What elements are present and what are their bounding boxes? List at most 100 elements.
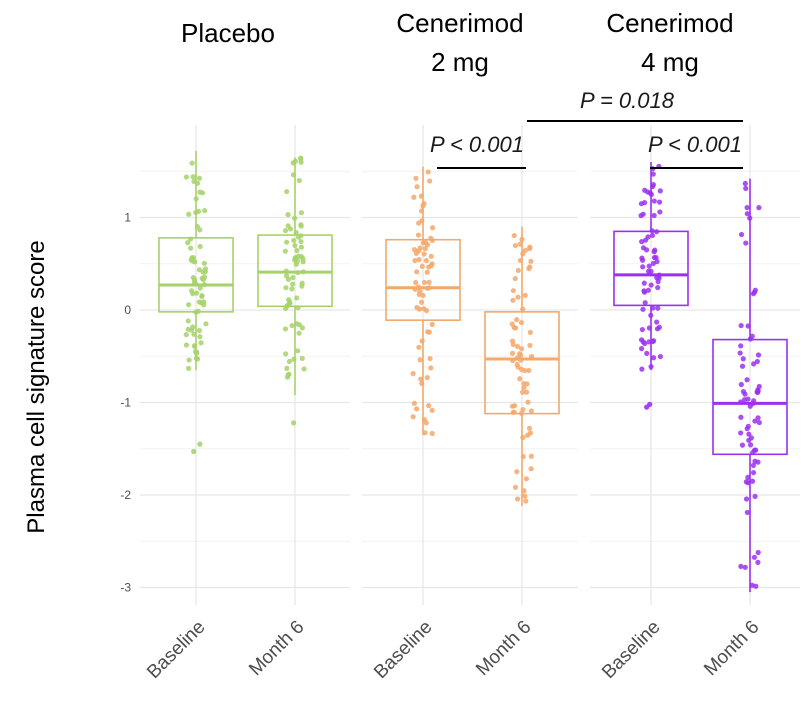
data-point [294,295,300,301]
data-point [521,488,527,494]
x-tick-label: Month 6 [245,617,308,680]
data-point [743,240,749,246]
data-point [648,268,654,274]
data-point [650,355,657,361]
data-point [738,231,745,238]
data-point [650,171,656,177]
data-point [428,253,434,259]
data-point [298,238,304,245]
data-point [425,329,431,335]
data-point [411,194,417,200]
data-point [519,346,525,352]
data-point [192,343,198,349]
data-point [520,453,526,460]
data-point [197,334,203,340]
data-point [185,240,191,246]
data-point [649,232,656,239]
data-point [410,371,416,377]
box-group [158,150,234,455]
data-point [754,358,760,365]
data-point [646,339,652,345]
data-point [743,496,750,502]
data-point [651,338,657,344]
data-point [745,396,751,402]
data-point [528,353,535,360]
data-point [528,258,534,264]
data-point [414,269,420,275]
data-point [283,351,289,357]
y-tick-label: 1 [124,211,131,225]
data-point [639,255,645,261]
data-point [738,381,744,388]
data-point [755,388,761,394]
data-point [650,305,656,311]
data-point [755,415,761,421]
data-point [289,286,295,292]
panel-title: Cenerimod [396,8,523,38]
data-point [429,321,435,327]
data-point [747,442,754,448]
box-group [257,155,333,426]
y-tick-label: -2 [120,488,131,502]
data-point [283,268,289,274]
data-point [643,247,650,253]
data-point [752,458,758,464]
data-point [520,406,526,413]
outlier-point [191,448,197,455]
data-point [197,189,203,195]
data-point [520,434,526,441]
data-point [293,261,299,267]
data-point [744,509,750,516]
data-point [737,350,743,356]
data-point [515,294,521,300]
data-point [646,325,653,331]
data-point [752,418,758,424]
data-point [751,398,757,404]
data-point [738,322,744,329]
data-point [193,290,200,296]
outlier-point [197,441,203,447]
data-point [191,331,197,337]
data-point [185,318,191,324]
data-point [526,367,532,374]
y-tick-label: 0 [124,303,131,317]
data-point [190,174,196,180]
box-group [613,162,689,410]
outlier-point [291,420,297,426]
data-point [516,351,523,357]
gridlines [140,125,800,605]
y-axis-label: Plasma cell signature score [23,240,50,533]
data-point [283,285,289,291]
data-point [646,263,652,269]
data-point [640,211,646,217]
data-point [300,269,306,275]
p-value-label: P < 0.001 [430,132,524,157]
data-point [515,364,521,370]
data-point [414,406,420,412]
data-point [415,284,422,290]
data-point [657,188,663,194]
data-point [747,403,753,409]
p-value-label: P = 0.018 [580,88,675,113]
data-point [411,400,417,406]
data-point [421,251,427,257]
data-point [512,242,519,249]
data-point [651,249,657,255]
data-point [188,245,194,251]
data-point [744,211,750,217]
box-group [484,226,560,507]
y-tick-label: -3 [120,581,131,595]
data-point [745,323,751,329]
data-point [743,479,749,485]
data-point [527,329,533,336]
data-point [424,374,430,381]
data-point [426,403,432,409]
box [385,238,461,321]
data-point [290,160,296,166]
data-point [298,222,304,228]
data-point [510,341,516,348]
data-point [198,340,204,346]
data-point [645,287,651,293]
data-point [527,342,533,349]
data-point [300,259,306,265]
